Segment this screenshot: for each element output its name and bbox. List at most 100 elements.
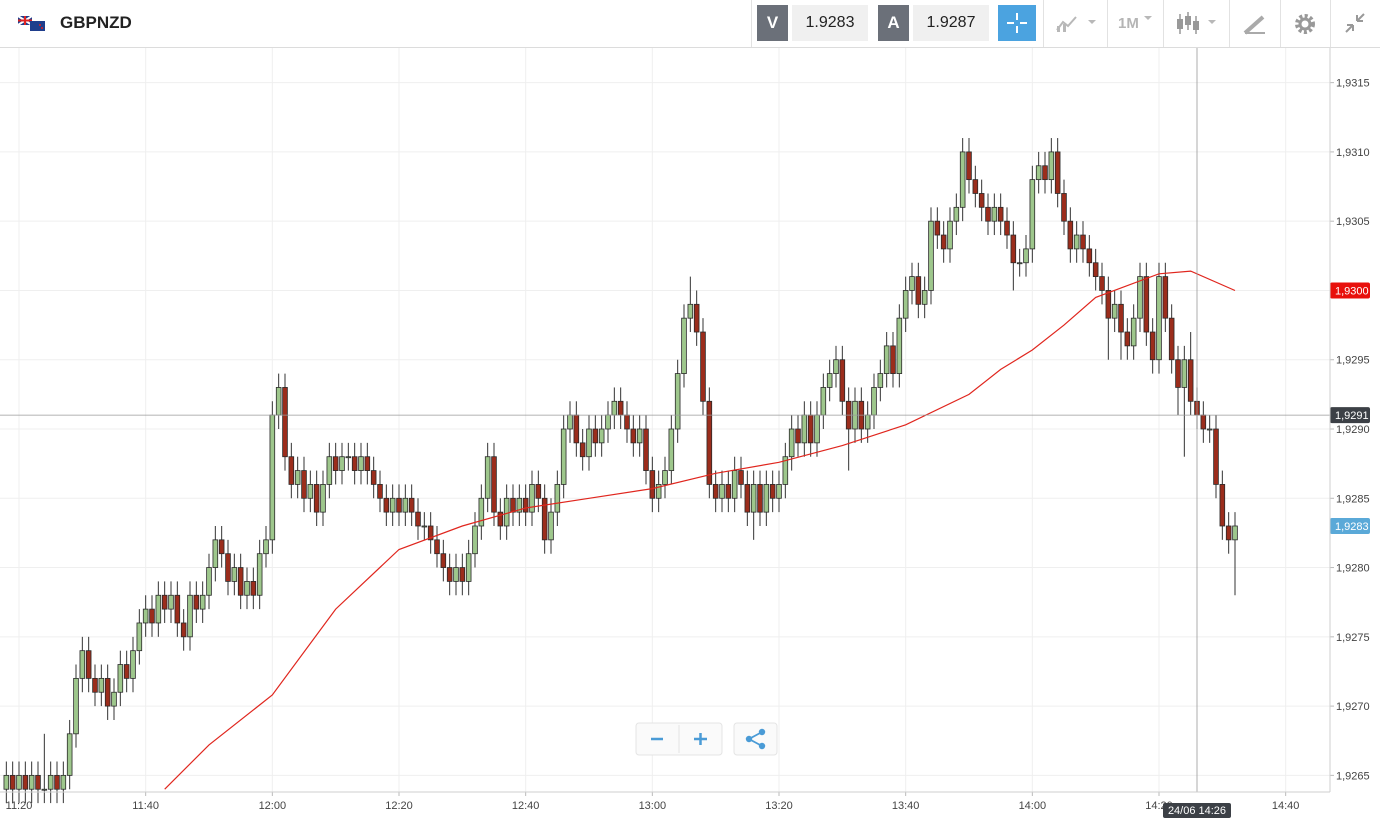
candle-body <box>1168 317 1175 361</box>
candle-body <box>674 373 681 430</box>
y-tick-label: 1,9305 <box>1336 216 1370 228</box>
candle-body <box>978 193 985 208</box>
candle-body <box>1048 151 1055 181</box>
candle-body <box>1124 331 1131 347</box>
candle-body <box>440 553 447 568</box>
candle-body <box>117 664 124 693</box>
crosshair-button[interactable] <box>998 5 1036 41</box>
candle-body <box>915 276 922 305</box>
candle-body <box>510 497 516 513</box>
bid-price[interactable]: 1.9283 <box>792 5 868 41</box>
candle-body <box>1225 525 1232 541</box>
zoom-in[interactable] <box>694 733 707 745</box>
candle-body <box>60 774 67 790</box>
candle-body <box>383 497 390 513</box>
candle-body <box>1067 220 1074 250</box>
price-tag-label: 1,9291 <box>1335 410 1369 422</box>
flag-icon <box>18 16 45 31</box>
candle-body <box>54 774 60 790</box>
candle-body <box>953 206 960 222</box>
timeframe[interactable]: 1M <box>1118 15 1139 32</box>
candle-body <box>605 414 611 430</box>
candle-body <box>833 359 839 374</box>
indicator-button[interactable] <box>1054 12 1100 34</box>
candle-body <box>573 414 580 444</box>
candle-body <box>801 414 808 444</box>
draw-button[interactable] <box>1242 12 1268 36</box>
ask-label[interactable]: A <box>878 5 909 41</box>
y-tick-label: 1,9285 <box>1336 493 1370 505</box>
candle-body <box>1029 179 1036 250</box>
settings-button[interactable] <box>1293 12 1317 36</box>
candle-body <box>947 220 953 250</box>
candle-body <box>839 359 846 402</box>
candle-body <box>85 650 92 679</box>
y-tick-label: 1,9315 <box>1336 78 1370 90</box>
candle-body <box>1162 276 1169 319</box>
x-tick-label: 13:00 <box>639 800 667 812</box>
x-tick-label: 11:40 <box>132 800 159 812</box>
candle-body <box>776 484 782 499</box>
candle-body <box>567 414 573 430</box>
candle-body <box>864 414 871 430</box>
candle-body <box>199 594 206 610</box>
candle-body <box>586 428 592 458</box>
chart-type-button[interactable] <box>1175 10 1221 38</box>
candle-body <box>668 428 675 471</box>
ask-price[interactable]: 1.9287 <box>913 5 989 41</box>
y-tick-label: 1,9275 <box>1336 632 1370 644</box>
price-tag <box>1330 282 1370 299</box>
candle-body <box>149 608 155 624</box>
candle-body <box>700 331 706 402</box>
price-tag-label: 1,9300 <box>1335 285 1369 297</box>
candle-body <box>503 497 510 527</box>
candle-body <box>98 677 105 693</box>
candle-body <box>212 539 219 568</box>
candle-body <box>174 594 181 624</box>
candle-body <box>940 234 947 250</box>
candle-body <box>41 788 48 791</box>
candle-body <box>966 151 972 181</box>
candle-body <box>617 400 624 416</box>
candle-body <box>1010 234 1017 264</box>
candle-body <box>738 470 744 485</box>
candle-body <box>535 484 542 499</box>
candle-body <box>1156 276 1162 361</box>
candle-body <box>111 691 117 707</box>
candle-body <box>1187 359 1194 402</box>
candle-body <box>579 442 586 458</box>
candle-body <box>421 525 428 528</box>
candle-body <box>1232 525 1238 541</box>
candle-body <box>655 484 662 499</box>
candle-body <box>706 400 713 485</box>
x-tick-label: 12:40 <box>512 800 540 812</box>
candle-body <box>529 484 535 513</box>
y-tick-label: 1,9295 <box>1336 355 1370 367</box>
candle-body <box>427 525 434 541</box>
candle-body <box>187 594 193 638</box>
candle-body <box>1206 428 1213 431</box>
candle-body <box>883 345 890 374</box>
crosshair-time-label: 24/06 14:26 <box>1168 805 1226 817</box>
candle-body <box>592 428 599 444</box>
candle-body <box>28 774 35 790</box>
price-tag <box>1330 517 1370 534</box>
share-button[interactable] <box>745 728 766 750</box>
candle-body <box>472 525 478 555</box>
candle-body <box>313 484 320 513</box>
candle-body <box>902 290 909 319</box>
candle-body <box>47 774 54 790</box>
bid-label[interactable]: V <box>757 5 788 41</box>
candle-body <box>180 622 187 638</box>
y-tick-label: 1,9290 <box>1336 424 1370 436</box>
candle-body <box>307 484 314 499</box>
candle-body <box>1175 359 1181 388</box>
candle-body <box>263 539 269 555</box>
x-tick-label: 12:20 <box>385 800 413 812</box>
candle-body <box>408 497 415 513</box>
candle-body <box>389 497 396 513</box>
candle-body <box>972 179 979 194</box>
candle-body <box>934 220 941 236</box>
candle-body <box>1080 234 1086 250</box>
collapse-button[interactable] <box>1343 11 1367 35</box>
